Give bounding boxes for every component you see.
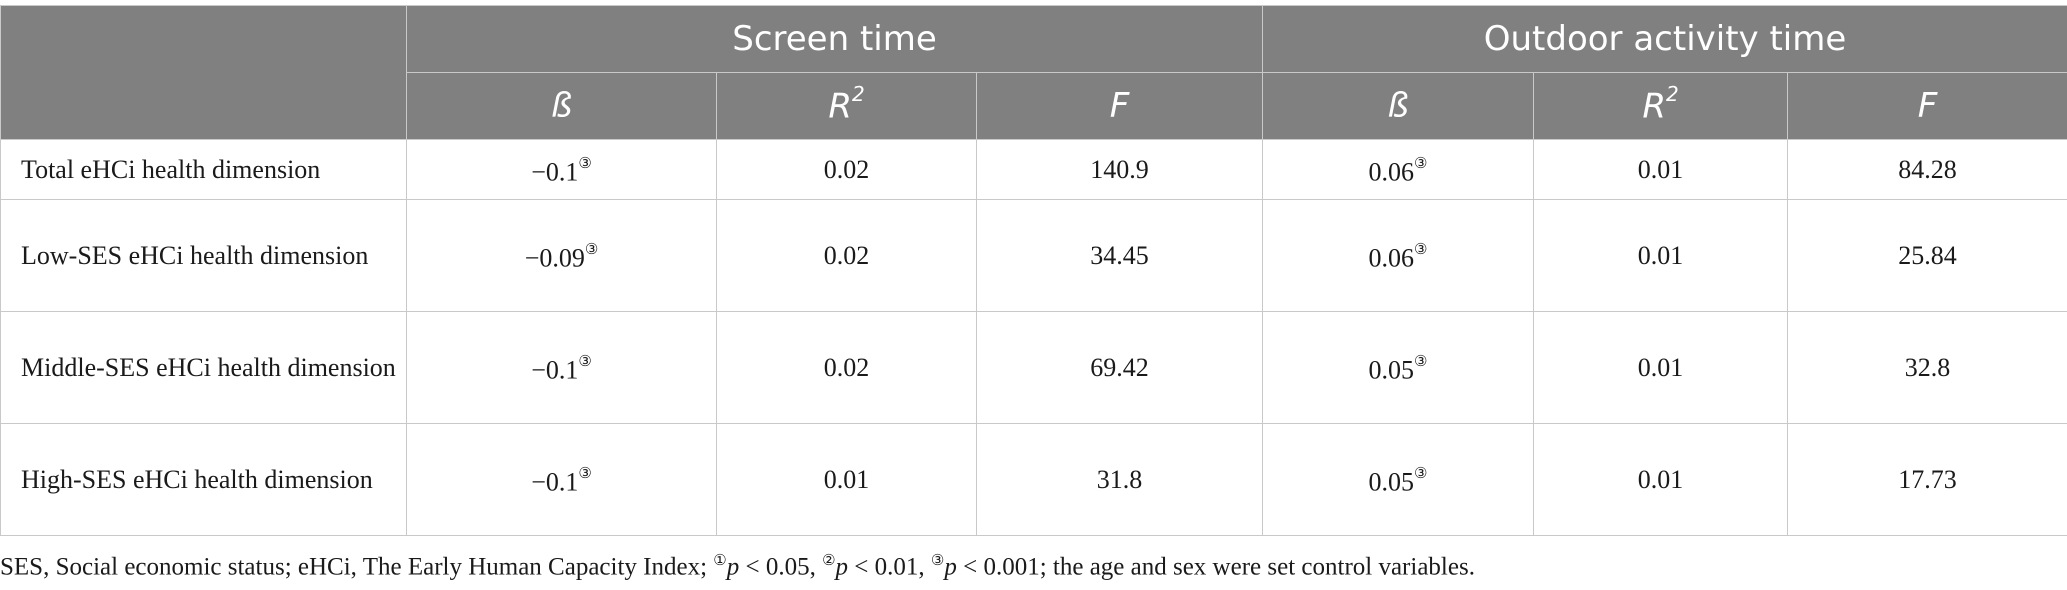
cell-screen-f: 69.42	[975, 311, 1264, 424]
significance-mark: ③	[578, 353, 592, 370]
significance-mark: ②	[822, 553, 836, 569]
col-header-screen-f: F	[975, 72, 1264, 140]
table-row: Total eHCi health dimension −0.1③ 0.02 1…	[0, 139, 2067, 200]
row-label: Total eHCi health dimension	[0, 139, 407, 200]
results-table-container: Screen time Outdoor activity time ß R2 F…	[0, 5, 2067, 536]
col-header-outdoor-r2: R2	[1533, 72, 1789, 140]
significance-mark: ③	[1414, 241, 1428, 258]
cell-outdoor-beta: 0.06③	[1262, 139, 1535, 200]
cell-screen-beta: −0.09③	[406, 199, 717, 312]
cell-screen-f: 140.9	[975, 139, 1264, 200]
cell-value: 0.06	[1368, 157, 1415, 187]
cell-outdoor-r2: 0.01	[1533, 311, 1789, 424]
significance-mark: ③	[1414, 155, 1428, 172]
cell-screen-beta: −0.1③	[406, 139, 717, 200]
footnote-p-symbol: p	[835, 553, 849, 581]
cell-screen-r2: 0.02	[716, 311, 977, 424]
results-table: Screen time Outdoor activity time ß R2 F…	[0, 5, 2067, 536]
significance-mark: ③	[1414, 465, 1428, 482]
footnote-p-symbol: p	[726, 553, 740, 581]
header-corner-cell	[0, 5, 407, 140]
cell-outdoor-beta: 0.06③	[1262, 199, 1535, 312]
cell-outdoor-f: 25.84	[1787, 199, 2067, 312]
cell-screen-r2: 0.02	[716, 139, 977, 200]
cell-screen-f: 34.45	[975, 199, 1264, 312]
table-footnote: SES, Social economic status; eHCi, The E…	[0, 551, 1475, 581]
col-header-label: ß	[550, 86, 573, 126]
footnote-text: < 0.001; the age and sex were set contro…	[956, 553, 1475, 581]
cell-value: 0.05	[1368, 355, 1415, 385]
table-row: Middle-SES eHCi health dimension −0.1③ 0…	[0, 311, 2067, 424]
table-row: Low-SES eHCi health dimension −0.09③ 0.0…	[0, 199, 2067, 312]
header-group-row: Screen time Outdoor activity time	[0, 5, 2067, 140]
cell-screen-r2: 0.01	[716, 423, 977, 536]
col-header-outdoor-beta: ß	[1262, 72, 1535, 140]
col-header-screen-r2: R2	[716, 72, 977, 140]
table-row: High-SES eHCi health dimension −0.1③ 0.0…	[0, 423, 2067, 536]
cell-outdoor-beta: 0.05③	[1262, 311, 1535, 424]
cell-outdoor-r2: 0.01	[1533, 423, 1789, 536]
cell-screen-r2: 0.02	[716, 199, 977, 312]
cell-screen-f: 31.8	[975, 423, 1264, 536]
cell-outdoor-f: 32.8	[1787, 311, 2067, 424]
group-header-outdoor-activity-time: Outdoor activity time	[1262, 5, 2067, 73]
footnote-text: < 0.01,	[848, 553, 931, 581]
cell-value: −0.1	[531, 467, 579, 497]
cell-screen-beta: −0.1③	[406, 311, 717, 424]
row-label: Low-SES eHCi health dimension	[0, 199, 407, 312]
cell-outdoor-r2: 0.01	[1533, 199, 1789, 312]
cell-outdoor-r2: 0.01	[1533, 139, 1789, 200]
cell-value: 0.05	[1368, 467, 1415, 497]
footnote-text: SES, Social economic status; eHCi, The E…	[0, 553, 714, 581]
col-header-superscript: 2	[1665, 81, 1679, 106]
col-header-label: R	[1642, 86, 1666, 127]
group-header-screen-time: Screen time	[405, 5, 1264, 73]
cell-value: −0.1	[531, 355, 579, 385]
cell-value: −0.09	[524, 243, 585, 273]
col-header-label: ß	[1387, 86, 1409, 126]
cell-value: 0.06	[1368, 243, 1415, 273]
cell-outdoor-f: 84.28	[1787, 139, 2067, 200]
col-header-label: F	[1109, 86, 1130, 126]
header-sub-row: ß R2 F ß R2 F	[1, 72, 2067, 140]
footnote-text: < 0.05,	[739, 553, 823, 581]
col-header-superscript: 2	[851, 81, 865, 106]
significance-mark: ①	[713, 553, 727, 569]
significance-mark: ③	[578, 155, 592, 172]
cell-outdoor-f: 17.73	[1787, 423, 2067, 536]
row-label: Middle-SES eHCi health dimension	[0, 311, 407, 424]
cell-value: −0.1	[531, 157, 579, 187]
col-header-label: F	[1917, 86, 1938, 126]
significance-mark: ③	[578, 465, 592, 482]
significance-mark: ③	[930, 553, 945, 569]
col-header-label: R	[828, 86, 852, 127]
significance-mark: ③	[584, 241, 599, 258]
col-header-outdoor-f: F	[1787, 72, 2067, 140]
significance-mark: ③	[1414, 353, 1428, 370]
row-label: High-SES eHCi health dimension	[0, 423, 407, 536]
footnote-p-symbol: p	[944, 553, 957, 581]
col-header-screen-beta: ß	[406, 72, 717, 140]
cell-outdoor-beta: 0.05③	[1262, 423, 1535, 536]
cell-screen-beta: −0.1③	[406, 423, 717, 536]
